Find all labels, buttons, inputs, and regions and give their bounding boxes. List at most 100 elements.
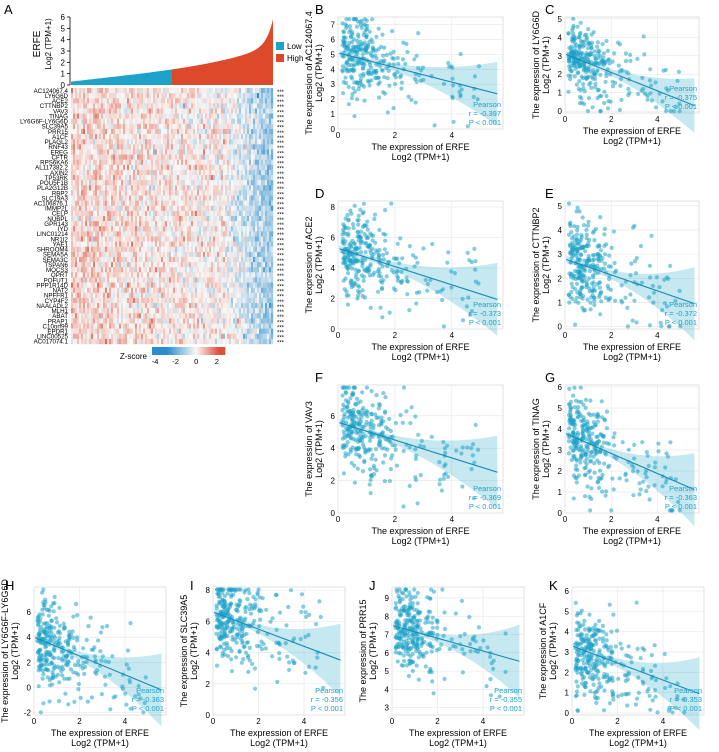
heatmap-cell	[183, 267, 186, 273]
heatmap-cell	[201, 175, 204, 181]
heatmap-cell	[161, 149, 164, 155]
heatmap-cell	[231, 216, 234, 222]
heatmap-cell	[145, 169, 148, 176]
heatmap-cell	[169, 216, 172, 222]
heatmap-cell	[257, 175, 260, 181]
heatmap-cell	[117, 292, 120, 299]
heatmap-cell	[193, 297, 196, 304]
heatmap-cell	[209, 256, 212, 263]
heatmap-cell	[115, 108, 118, 114]
heatmap-cell	[223, 123, 226, 130]
heatmap-cell	[185, 256, 188, 263]
heatmap-cell	[177, 262, 180, 268]
heatmap-cell	[249, 272, 252, 278]
heatmap-cell	[243, 282, 246, 288]
heatmap-cell	[177, 210, 180, 217]
heatmap-cell	[107, 333, 110, 340]
heatmap-cell	[193, 98, 196, 104]
heatmap-cell	[163, 303, 166, 309]
heatmap-cell	[113, 277, 116, 283]
heatmap-cell	[241, 98, 244, 104]
heatmap-cell	[89, 88, 92, 94]
heatmap-cell	[143, 221, 146, 227]
heatmap-cell	[133, 282, 136, 288]
heatmap-cell	[197, 308, 200, 314]
heatmap-cell	[223, 93, 226, 99]
heatmap-cell	[105, 241, 108, 247]
heatmap-cell	[171, 328, 174, 334]
heatmap-cell	[211, 251, 214, 258]
heatmap-cell	[75, 185, 78, 191]
heatmap-cell	[107, 154, 110, 160]
heatmap-cell	[209, 200, 212, 206]
heatmap-cell	[75, 103, 78, 109]
heatmap-cell	[175, 93, 178, 99]
heatmap-cell	[227, 241, 230, 247]
heatmap-cell	[177, 303, 180, 309]
heatmap-cell	[211, 144, 214, 150]
heatmap-cell	[237, 333, 240, 340]
heatmap-cell	[267, 185, 270, 191]
heatmap-cell	[105, 175, 108, 181]
heatmap-cell	[211, 292, 214, 299]
heatmap-cell	[215, 134, 218, 140]
heatmap-cell	[219, 226, 222, 232]
heatmap-cell	[165, 297, 168, 304]
heatmap-cell	[139, 216, 142, 222]
heatmap-cell	[157, 256, 160, 263]
heatmap-cell	[263, 251, 266, 258]
heatmap-cell	[243, 292, 246, 299]
heatmap-cell	[103, 195, 106, 201]
heatmap-cell	[89, 308, 92, 314]
heatmap-cell	[239, 159, 242, 165]
heatmap-cell	[249, 226, 252, 232]
heatmap-cell	[227, 292, 230, 299]
heatmap-cell	[189, 210, 192, 217]
heatmap-cell	[233, 313, 236, 319]
heatmap-cell	[201, 267, 204, 273]
heatmap-cell	[223, 333, 226, 340]
heatmap-cell	[155, 292, 158, 299]
heatmap-cell	[169, 205, 172, 212]
heatmap-cell	[255, 277, 258, 283]
heatmap-cell	[155, 282, 158, 288]
heatmap-cell	[207, 128, 210, 135]
heatmap-cell	[249, 103, 252, 109]
heatmap-cell	[263, 287, 266, 293]
heatmap-cell	[217, 297, 220, 304]
heatmap-cell	[155, 200, 158, 206]
heatmap-cell	[125, 272, 128, 278]
heatmap-cell	[147, 118, 150, 125]
heatmap-cell	[257, 149, 260, 155]
heatmap-cell	[93, 256, 96, 263]
heatmap-cell	[241, 205, 244, 212]
heatmap-cell	[103, 103, 106, 109]
heatmap-cell	[201, 134, 204, 140]
heatmap-cell	[77, 318, 80, 324]
heatmap-cell	[229, 195, 232, 201]
heatmap-cell	[241, 318, 244, 324]
heatmap-cell	[221, 123, 224, 130]
heatmap-cell	[251, 180, 254, 186]
heatmap-cell	[267, 318, 270, 324]
heatmap-cell	[101, 272, 104, 278]
heatmap-cell	[197, 123, 200, 130]
heatmap-cell	[189, 241, 192, 247]
heatmap-cell	[135, 328, 138, 334]
heatmap-cell	[187, 303, 190, 309]
heatmap-cell	[135, 251, 138, 258]
heatmap-cell	[149, 108, 152, 114]
heatmap-cell	[157, 98, 160, 104]
heatmap-cell	[115, 267, 118, 273]
heatmap-cell	[173, 267, 176, 273]
heatmap-cell	[83, 262, 86, 268]
heatmap-cell	[147, 226, 150, 232]
heatmap-cell	[153, 246, 156, 253]
heatmap-cell	[99, 338, 102, 345]
heatmap-cell	[165, 103, 168, 109]
heatmap-cell	[113, 164, 116, 171]
heatmap-cell	[195, 93, 198, 99]
heatmap-cell	[73, 338, 76, 345]
heatmap-cell	[143, 277, 146, 283]
heatmap-cell	[207, 175, 210, 181]
